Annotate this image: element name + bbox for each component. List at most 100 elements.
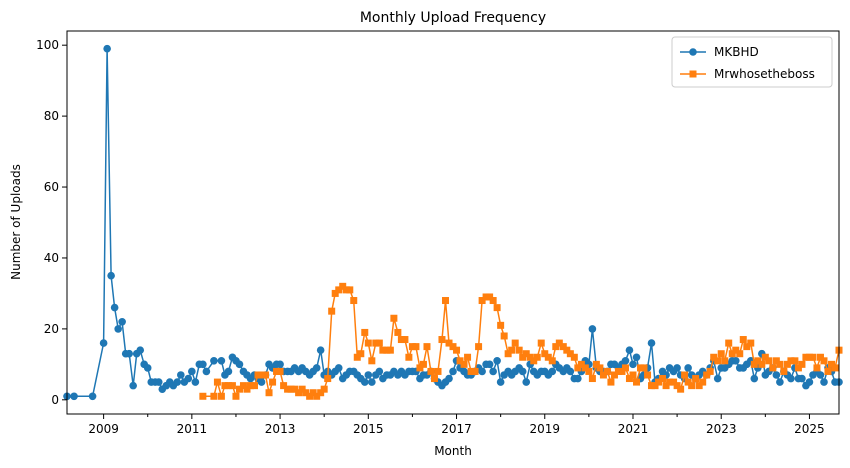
y-tick-label: 20	[44, 322, 59, 336]
data-point	[537, 339, 545, 347]
data-point	[114, 325, 122, 333]
data-point	[780, 367, 788, 375]
data-point	[453, 346, 461, 354]
data-point	[221, 382, 229, 390]
data-point	[496, 378, 505, 386]
data-point	[717, 350, 725, 358]
data-point	[361, 328, 369, 336]
data-point	[662, 382, 670, 390]
plot-area	[63, 44, 843, 401]
x-tick-label: 2021	[618, 422, 649, 436]
data-point	[154, 378, 163, 386]
data-point	[629, 360, 637, 369]
data-point	[357, 350, 365, 358]
data-point	[408, 343, 416, 351]
data-point	[802, 353, 810, 361]
data-point	[486, 293, 494, 301]
data-point	[306, 392, 314, 400]
data-point	[747, 339, 755, 347]
data-point	[493, 304, 501, 312]
data-point	[298, 385, 306, 393]
data-point	[280, 382, 288, 390]
data-point	[416, 364, 424, 372]
data-point	[515, 346, 523, 354]
data-point	[302, 389, 310, 397]
data-point	[224, 382, 232, 390]
data-point	[530, 357, 538, 365]
data-point	[776, 378, 784, 386]
data-point	[673, 364, 681, 372]
data-point	[202, 367, 211, 376]
data-point	[375, 339, 383, 347]
data-point	[438, 336, 446, 344]
data-point	[563, 346, 571, 354]
data-point	[692, 375, 700, 383]
data-point	[621, 357, 630, 365]
data-point	[210, 357, 218, 365]
x-tick-label: 2013	[265, 422, 296, 436]
data-point	[632, 353, 641, 362]
data-point	[783, 360, 791, 368]
data-point	[703, 371, 711, 379]
data-point	[618, 367, 626, 375]
data-point	[199, 392, 207, 400]
data-point	[824, 367, 832, 375]
data-point	[386, 346, 394, 354]
data-point	[434, 367, 442, 375]
data-point	[232, 392, 240, 400]
data-point	[401, 336, 409, 344]
data-point	[412, 343, 420, 351]
data-point	[368, 378, 376, 386]
data-point	[177, 371, 185, 379]
data-point	[478, 367, 486, 376]
data-point	[677, 385, 685, 393]
data-point	[820, 357, 828, 365]
data-point	[577, 360, 585, 368]
data-point	[816, 371, 825, 379]
data-point	[750, 374, 759, 383]
data-point	[728, 350, 736, 358]
data-point	[291, 385, 299, 393]
data-point	[684, 378, 692, 386]
data-point	[681, 371, 689, 379]
data-point	[699, 378, 707, 386]
x-tick-label: 2011	[177, 422, 208, 436]
data-point	[736, 350, 744, 358]
data-point	[449, 343, 457, 351]
legend-marker	[689, 48, 697, 56]
data-point	[213, 378, 221, 386]
data-point	[485, 360, 494, 369]
data-point	[276, 360, 284, 369]
data-point	[555, 339, 563, 347]
data-point	[548, 357, 556, 365]
data-point	[588, 325, 597, 333]
data-point	[522, 350, 530, 358]
data-point	[754, 357, 762, 365]
data-point	[335, 286, 343, 294]
y-tick-label: 0	[51, 393, 59, 407]
legend-marker	[689, 70, 697, 78]
data-point	[449, 367, 457, 376]
data-point	[508, 346, 516, 354]
data-point	[475, 343, 483, 351]
data-point	[276, 367, 284, 375]
y-axis-label: Number of Uploads	[9, 164, 23, 280]
data-point	[107, 271, 115, 280]
data-point	[721, 357, 729, 365]
y-tick-label: 40	[44, 251, 59, 265]
data-point	[614, 367, 622, 375]
data-point	[831, 364, 839, 372]
data-point	[794, 364, 802, 372]
data-point	[706, 367, 714, 375]
data-point	[710, 353, 718, 361]
data-point	[456, 357, 464, 365]
data-point	[798, 360, 806, 368]
data-point	[816, 353, 824, 361]
data-point	[184, 374, 193, 383]
data-point	[566, 367, 575, 376]
data-point	[519, 353, 527, 361]
x-tick-label: 2023	[706, 422, 737, 436]
data-point	[732, 346, 740, 354]
data-point	[585, 367, 593, 375]
data-point	[566, 350, 574, 358]
